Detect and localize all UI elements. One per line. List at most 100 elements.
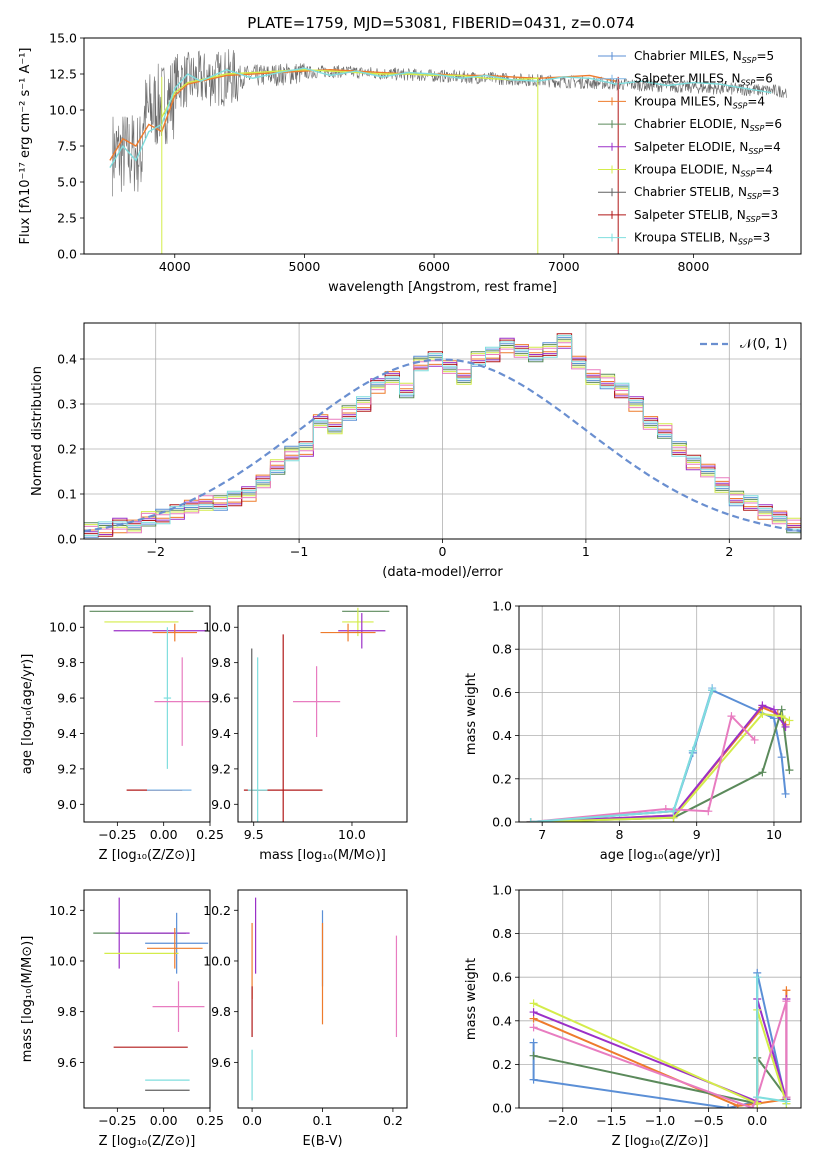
series-point xyxy=(529,1023,538,1032)
y-tick-label: 9.0 xyxy=(211,797,231,812)
series-point xyxy=(708,686,717,695)
y-tick-label: 10.0 xyxy=(203,953,231,968)
legend-entry: Chabrier STELIB, NSSP=3 xyxy=(634,185,779,201)
x-tick-label: 10 xyxy=(766,827,782,842)
y-axis-label: Flux [fλ10⁻¹⁷ erg cm⁻² s⁻¹ A⁻¹] xyxy=(18,48,33,245)
y-tick-label: 10.2 xyxy=(203,903,231,918)
x-tick-label: 6000 xyxy=(418,259,450,274)
x-tick-label: −1.5 xyxy=(596,1113,626,1128)
y-tick-label: 0.4 xyxy=(57,352,77,367)
y-tick-label: 0.3 xyxy=(57,397,77,412)
legend-label: Kroupa STELIB, N xyxy=(634,231,738,245)
x-axis-label: Z [log₁₀(Z/Z⊙)] xyxy=(612,1134,709,1149)
legend-sub: SSP xyxy=(738,238,753,247)
panel-residuals: −2 −1 0 1 2 0.0 0.1 0.2 0.3 0.4 (data-model)/error… xyxy=(30,322,802,580)
legend-entry: Chabrier ELODIE, NSSP=6 xyxy=(634,117,782,133)
series-point xyxy=(781,789,790,798)
x-tick-label: −0.5 xyxy=(693,1113,723,1128)
x-tick-label: 0.2 xyxy=(383,1113,403,1128)
series-point xyxy=(529,1008,538,1017)
y-axis-label: mass weight xyxy=(464,673,479,755)
axes-frame xyxy=(237,605,408,823)
legend-label: Kroupa MILES, N xyxy=(634,94,733,108)
series-point xyxy=(529,1051,538,1060)
x-tick-label: −2.0 xyxy=(548,1113,578,1128)
series-point xyxy=(758,701,767,710)
legend-tail: =4 xyxy=(747,94,765,108)
legend-label: Chabrier STELIB, N xyxy=(634,185,747,199)
y-tick-label: 9.6 xyxy=(57,1055,77,1070)
series-point xyxy=(669,807,678,816)
y-tick-label: 9.2 xyxy=(211,761,231,776)
legend-label: Kroupa ELODIE, N xyxy=(634,163,741,177)
y-tick-label: 9.8 xyxy=(57,1004,77,1019)
y-tick-label: 9.4 xyxy=(57,726,77,741)
legend-entry: Chabrier MILES, NSSP=5 xyxy=(634,49,774,65)
legend-sub: SSP xyxy=(747,192,762,201)
panel-mass-vs-Z: −0.25 0.00 0.25 9.6 9.8 10.0 10.2 Z [log₁₀(Z/Z⊙… xyxy=(20,889,224,1149)
y-tick-label: 0.2 xyxy=(492,771,512,786)
y-tick-label: 0.6 xyxy=(492,685,512,700)
series-point xyxy=(529,1038,538,1047)
y-tick-label: 10.0 xyxy=(203,620,231,635)
x-tick-label: −0.25 xyxy=(98,827,136,842)
series-point xyxy=(753,1093,762,1102)
legend-tail: =6 xyxy=(764,117,782,131)
series-point xyxy=(785,766,794,775)
x-axis-label: mass [log₁₀(M/M⊙)] xyxy=(259,848,386,863)
plot-area xyxy=(251,897,398,1101)
model-series-line xyxy=(161,68,538,118)
legend-sub: SSP xyxy=(742,56,757,65)
legend-sub: SSP xyxy=(733,101,748,110)
panel-age-vs-mass: 9.5 10.0 9.0 9.2 9.4 9.6 9.8 10.0 mass [log₁₀(M/… xyxy=(203,605,408,863)
y-tick-label: 9.6 xyxy=(211,691,231,706)
observed-spectrum-line xyxy=(112,49,787,197)
series-point xyxy=(781,722,790,731)
legend-sub: SSP xyxy=(750,124,765,133)
legend-tail: =3 xyxy=(753,231,771,245)
x-tick-label: 10.0 xyxy=(338,827,366,842)
y-tick-label: 0.4 xyxy=(492,728,512,743)
legend-sub: SSP xyxy=(748,147,763,156)
x-tick-label: 0 xyxy=(439,544,447,559)
y-tick-label: 2.5 xyxy=(57,211,77,226)
x-tick-label: −1.0 xyxy=(645,1113,675,1128)
plot-area xyxy=(84,323,801,539)
x-tick-label: 8 xyxy=(615,827,623,842)
axes-frame xyxy=(83,605,211,823)
y-axis-label: mass [log₁₀(M/M⊙)] xyxy=(20,936,35,1063)
y-tick-label: 0.0 xyxy=(57,532,77,547)
y-tick-label: 9.6 xyxy=(57,691,77,706)
series-point xyxy=(688,746,697,755)
legend-sub: SSP xyxy=(741,79,756,88)
legend-entry: Kroupa ELODIE, NSSP=4 xyxy=(634,163,773,179)
series-line xyxy=(530,689,714,822)
y-tick-label: 0.0 xyxy=(57,247,77,262)
y-tick-label: 0.2 xyxy=(492,1057,512,1072)
series-point xyxy=(748,1104,757,1108)
x-tick-label: 0.0 xyxy=(242,1113,262,1128)
y-tick-label: 0.1 xyxy=(57,487,77,502)
axes-frame xyxy=(83,889,211,1109)
y-tick-label: 0.2 xyxy=(57,442,77,457)
legend-entry: Salpeter MILES, NSSP=6 xyxy=(634,72,773,88)
y-tick-label: 9.0 xyxy=(57,797,77,812)
y-tick-label: 0.8 xyxy=(492,642,512,657)
legend-label: Salpeter STELIB, N xyxy=(634,208,746,222)
series-point xyxy=(782,1097,791,1106)
x-tick-label: 5000 xyxy=(289,259,321,274)
x-tick-label: 7 xyxy=(538,827,546,842)
x-tick-label: 0.25 xyxy=(196,827,224,842)
axes-frame xyxy=(83,37,802,255)
series-point xyxy=(750,735,759,744)
x-tick-label: 0.1 xyxy=(313,1113,333,1128)
series-point xyxy=(529,1075,538,1084)
y-tick-label: 0.6 xyxy=(492,970,512,985)
x-tick-label: 0.0 xyxy=(747,1113,767,1128)
legend: 𝒩(0, 1) xyxy=(700,337,787,352)
axes-frame xyxy=(237,889,408,1109)
y-tick-label: 9.8 xyxy=(211,655,231,670)
legend-tail: =4 xyxy=(763,140,781,154)
y-axis-label: mass weight xyxy=(464,958,479,1040)
